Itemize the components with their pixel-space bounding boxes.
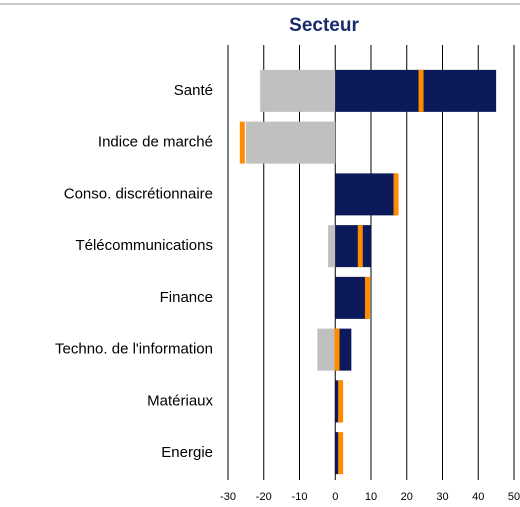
bar [335, 69, 497, 112]
x-tick-label: 40 [472, 491, 484, 503]
x-tick-label: 50 [508, 491, 520, 503]
bar [260, 69, 336, 112]
y-tick-label: Matériaux [147, 392, 213, 409]
x-tick-label: -30 [220, 491, 236, 503]
marker [357, 225, 363, 268]
marker [239, 121, 245, 164]
bar [245, 121, 336, 164]
marker [418, 69, 424, 112]
bar [335, 432, 339, 475]
x-tick-label: 20 [401, 491, 413, 503]
y-tick-label: Finance [160, 289, 213, 306]
y-tick-label: Techno. de l'information [55, 341, 213, 358]
bar [335, 173, 397, 216]
x-tick-label: 30 [436, 491, 448, 503]
marker [334, 328, 340, 371]
y-tick-label: Conso. discrétionnaire [64, 185, 213, 202]
marker [338, 432, 344, 475]
x-tick-label: -10 [292, 491, 308, 503]
y-tick-label: Télécommunications [75, 237, 213, 254]
y-tick-label: Santé [174, 82, 213, 99]
bar [335, 225, 371, 268]
x-tick-label: 10 [365, 491, 377, 503]
marker [393, 173, 399, 216]
y-tick-label: Indice de marché [98, 134, 213, 151]
bar [328, 225, 336, 268]
y-tick-label: Energie [161, 444, 213, 461]
marker [364, 276, 370, 319]
x-tick-label: -20 [256, 491, 272, 503]
marker [338, 380, 344, 423]
bar [317, 328, 336, 371]
bar [335, 276, 368, 319]
x-tick-label: 0 [332, 491, 338, 503]
chart-title: Secteur [289, 15, 359, 36]
